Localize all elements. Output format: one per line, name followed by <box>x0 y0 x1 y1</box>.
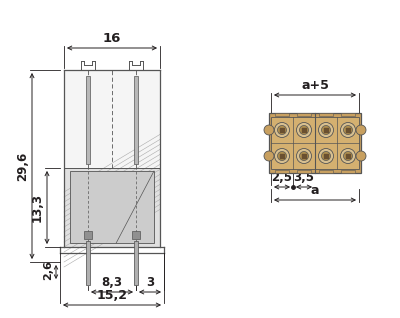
Bar <box>280 128 284 133</box>
Bar <box>319 170 333 173</box>
Circle shape <box>274 149 290 163</box>
Text: 3: 3 <box>146 276 154 289</box>
Circle shape <box>264 125 274 135</box>
Circle shape <box>322 126 330 135</box>
Bar <box>275 113 289 116</box>
Bar <box>64 70 160 168</box>
Bar <box>297 170 311 173</box>
Circle shape <box>340 149 356 163</box>
Bar <box>324 128 328 133</box>
Text: 13,3: 13,3 <box>31 193 44 222</box>
Bar <box>86 241 90 285</box>
Bar <box>319 113 333 116</box>
Bar <box>341 170 355 173</box>
Bar <box>324 154 328 158</box>
Bar <box>271 117 359 169</box>
Circle shape <box>356 151 366 161</box>
Bar <box>302 154 306 158</box>
Text: 8,3: 8,3 <box>102 276 122 289</box>
Circle shape <box>340 122 356 137</box>
Circle shape <box>300 151 308 161</box>
Circle shape <box>296 122 312 137</box>
Bar <box>64 168 160 247</box>
Circle shape <box>274 122 290 137</box>
Circle shape <box>278 126 286 135</box>
Text: 29,6: 29,6 <box>16 151 29 181</box>
Bar <box>341 113 355 116</box>
Text: 15,2: 15,2 <box>96 289 128 302</box>
Text: 16: 16 <box>103 32 121 45</box>
Bar <box>269 113 361 173</box>
Circle shape <box>264 151 274 161</box>
Text: a: a <box>311 184 319 197</box>
Bar <box>84 231 92 239</box>
Bar <box>70 171 154 243</box>
Circle shape <box>318 149 334 163</box>
Circle shape <box>278 151 286 161</box>
Bar <box>346 154 350 158</box>
Bar <box>134 241 138 285</box>
Text: 2,6: 2,6 <box>43 260 53 280</box>
Circle shape <box>344 126 352 135</box>
Circle shape <box>300 126 308 135</box>
Circle shape <box>322 151 330 161</box>
Text: 2,5: 2,5 <box>272 171 292 184</box>
Bar <box>86 76 90 164</box>
Bar <box>134 76 138 164</box>
Bar <box>132 231 140 239</box>
Bar <box>280 154 284 158</box>
Bar <box>346 128 350 133</box>
Circle shape <box>296 149 312 163</box>
Bar <box>302 128 306 133</box>
Bar <box>275 170 289 173</box>
Circle shape <box>318 122 334 137</box>
Bar <box>297 113 311 116</box>
Text: 3,5: 3,5 <box>294 171 314 184</box>
Text: a+5: a+5 <box>301 79 329 92</box>
Circle shape <box>356 125 366 135</box>
Circle shape <box>344 151 352 161</box>
